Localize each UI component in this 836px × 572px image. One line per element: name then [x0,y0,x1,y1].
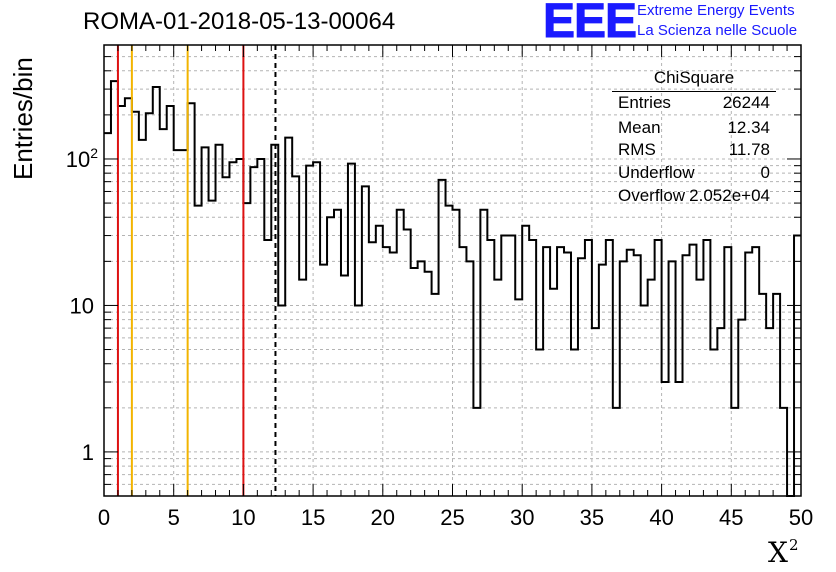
x-tick-label: 50 [789,505,813,530]
y-tick-label: 102 [66,145,98,172]
x-tick-label: 30 [510,505,534,530]
x-tick-label: 15 [301,505,325,530]
stat-name-rms: RMS [618,140,656,159]
x-tick-label: 45 [719,505,743,530]
stat-value-rms: 11.78 [728,140,770,159]
stats-box: ChiSquare Entries 26244 Mean 12.34 RMS 1… [612,68,776,208]
x-axis-label-superscript: 2 [788,536,799,554]
stat-value-mean: 12.34 [727,118,770,137]
logo-line-2: La Scienza nelle Scuole [637,22,798,39]
stat-name-entries: Entries [618,93,671,112]
x-tick-label: 0 [98,505,110,530]
x-tick-label: 20 [371,505,395,530]
logo-line-1: Extreme Energy Events [637,2,795,19]
stat-name-mean: Mean [618,118,661,137]
y-tick-label: 1 [82,440,94,465]
stat-value-overflow: 2.052e+04 [689,186,770,205]
y-axis-label: Entries/bin [8,57,38,180]
stat-value-underflow: 0 [760,163,770,182]
x-tick-label: 5 [168,505,180,530]
stat-name-overflow: Overflow [618,186,686,205]
histogram-line [104,80,801,497]
x-tick-label: 10 [231,505,255,530]
x-tick-label: 35 [580,505,604,530]
x-axis-label: X2 [768,536,798,569]
y-tick-label: 10 [70,293,94,318]
x-axis-label-base: X [768,536,788,569]
stats-divider [612,91,776,92]
stats-title: ChiSquare [653,68,735,87]
x-tick-label: 40 [649,505,673,530]
stat-name-underflow: Underflow [618,163,695,182]
eee-logo: EEE [542,0,637,49]
chart-title: ROMA-01-2018-05-13-00064 [83,8,396,35]
x-tick-label: 25 [440,505,464,530]
stat-value-entries: 26244 [722,93,770,112]
